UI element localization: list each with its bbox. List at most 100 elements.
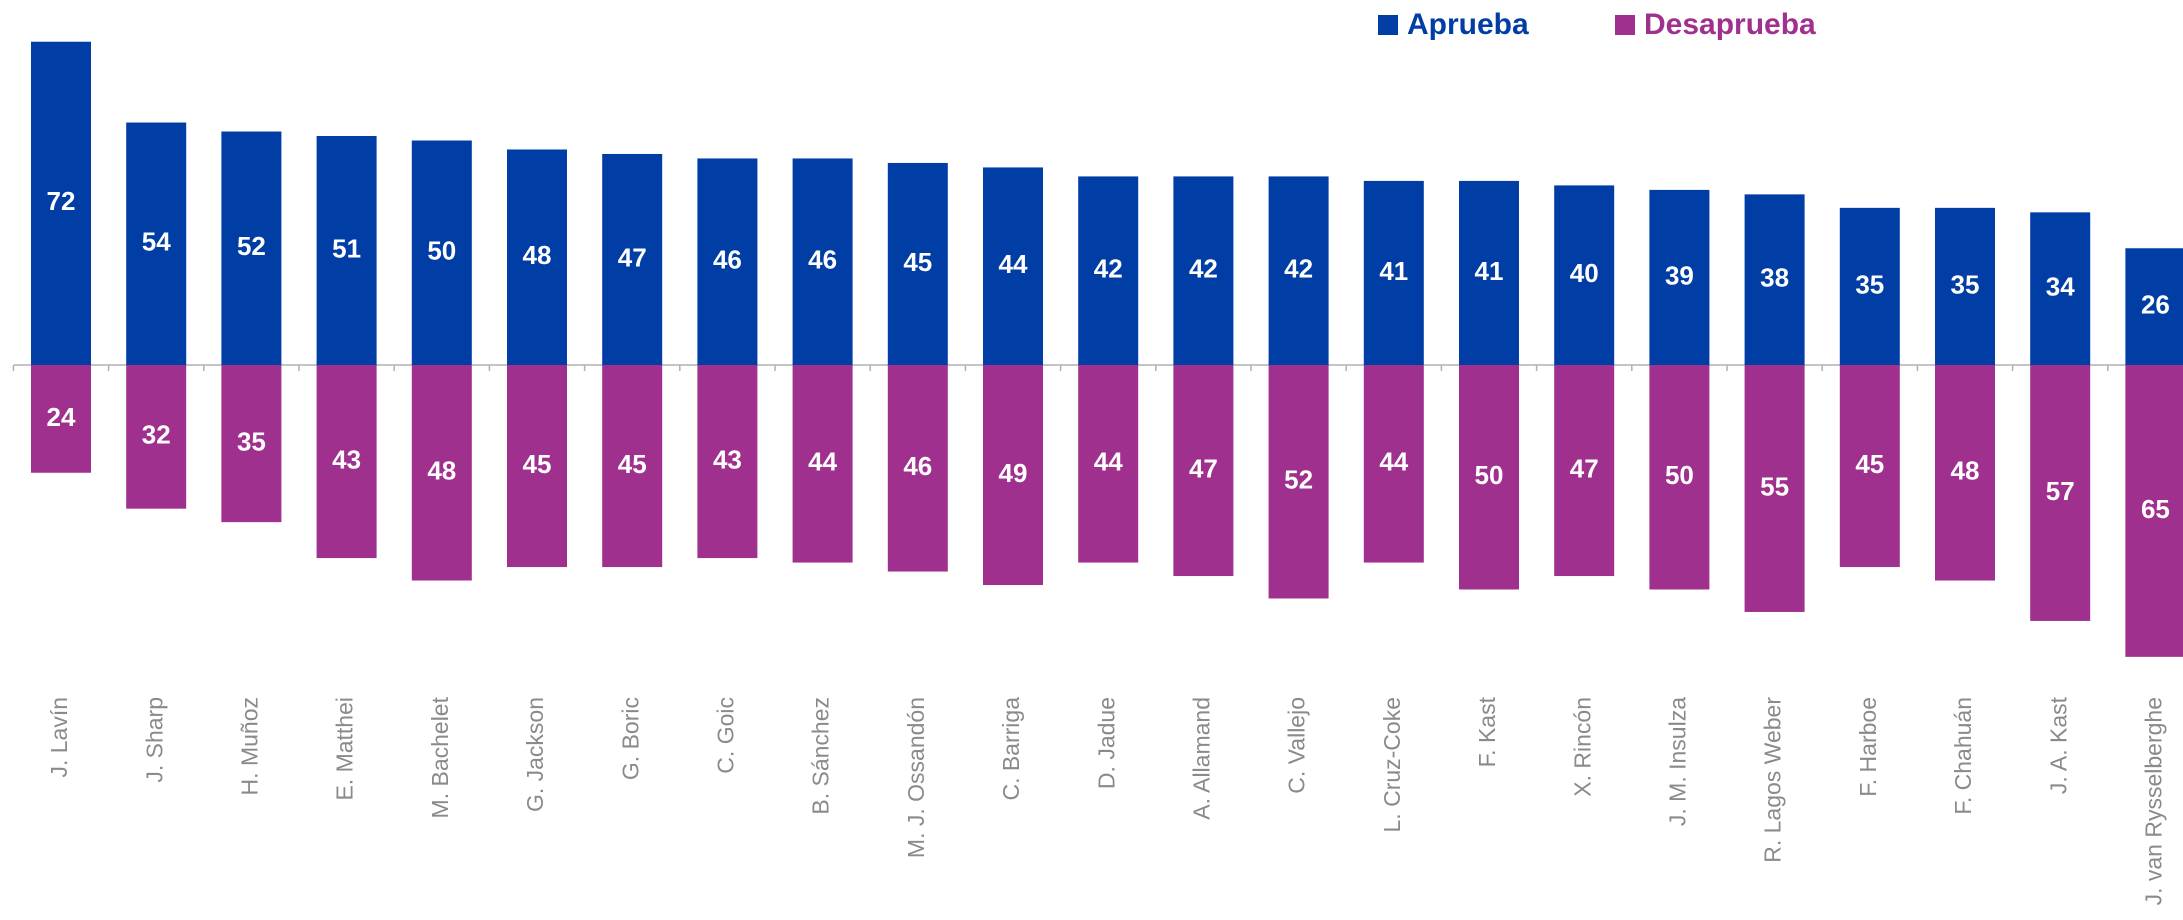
bar <box>1839 207 1900 365</box>
value-label: 35 <box>237 426 266 456</box>
value-label: 52 <box>1284 465 1313 495</box>
bar <box>1268 176 1329 365</box>
x-tick-label: J. A. Kast <box>2045 696 2071 794</box>
bar <box>1744 365 1805 612</box>
bar <box>887 365 948 572</box>
bar <box>2030 212 2091 365</box>
value-label: 65 <box>2141 494 2170 524</box>
value-label: 50 <box>1665 460 1694 490</box>
x-tick-label: C. Vallejo <box>1284 697 1310 794</box>
bar <box>221 365 282 523</box>
bar <box>1554 185 1615 365</box>
bar <box>792 158 853 365</box>
bar <box>792 365 853 563</box>
x-tick-label: E. Matthei <box>332 697 358 801</box>
bar <box>2125 248 2183 365</box>
x-tick-label: M. J. Ossandón <box>903 697 929 858</box>
value-label: 45 <box>903 247 932 277</box>
value-label: 47 <box>618 242 647 272</box>
value-label: 45 <box>618 449 647 479</box>
value-label: 34 <box>2046 272 2075 302</box>
x-tick-label: G. Jackson <box>522 697 548 812</box>
x-tick-label: F. Harboe <box>1855 697 1881 797</box>
value-label: 41 <box>1379 256 1408 286</box>
x-tick-label: B. Sánchez <box>808 697 834 815</box>
bar <box>1078 176 1139 365</box>
bar <box>126 122 187 365</box>
legend-label: Desaprueba <box>1644 8 1816 41</box>
value-label: 52 <box>237 231 266 261</box>
value-label: 44 <box>1094 447 1123 477</box>
value-label: 39 <box>1665 260 1694 290</box>
bar <box>507 149 567 365</box>
value-label: 35 <box>1855 269 1884 299</box>
x-tick-label: F. Chahuán <box>1950 697 1976 815</box>
bar <box>983 365 1043 586</box>
value-label: 40 <box>1570 258 1599 288</box>
bar <box>31 365 91 473</box>
value-label: 54 <box>142 227 171 257</box>
x-tick-label: X. Rincón <box>1569 697 1595 797</box>
bar <box>1078 365 1139 563</box>
legend-label: Aprueba <box>1407 8 1529 41</box>
legend-swatch <box>1378 15 1398 35</box>
value-label: 48 <box>427 456 456 486</box>
value-label: 46 <box>903 451 932 481</box>
value-label: 55 <box>1760 471 1789 501</box>
bar <box>2030 365 2091 621</box>
value-label: 44 <box>999 249 1028 279</box>
value-label: 32 <box>142 420 171 450</box>
value-label: 38 <box>1760 263 1789 293</box>
bar <box>697 158 758 365</box>
x-tick-label: J. van Rysselberghe <box>2140 697 2166 905</box>
bar <box>1839 365 1900 568</box>
bar <box>316 136 377 365</box>
bar <box>1173 365 1234 577</box>
value-label: 42 <box>1189 254 1218 284</box>
bar <box>1649 365 1710 590</box>
bar <box>1363 180 1424 365</box>
bar <box>221 131 282 365</box>
value-label: 24 <box>47 402 76 432</box>
x-tick-label: R. Lagos Weber <box>1760 697 1786 863</box>
value-label: 26 <box>2141 290 2170 320</box>
bar <box>411 140 472 365</box>
bar <box>602 153 663 365</box>
value-label: 41 <box>1475 256 1504 286</box>
bar <box>1173 176 1234 365</box>
x-tick-label: L. Cruz-Coke <box>1379 697 1405 832</box>
x-tick-label: C. Goic <box>712 697 738 774</box>
bar <box>887 162 948 365</box>
x-tick-label: C. Barriga <box>998 697 1024 801</box>
value-label: 43 <box>332 444 361 474</box>
value-label: 44 <box>1379 447 1408 477</box>
value-label: 57 <box>2046 476 2075 506</box>
bar <box>1649 189 1710 365</box>
x-tick-label: G. Boric <box>617 697 643 780</box>
bar <box>31 41 91 365</box>
value-label: 46 <box>808 245 837 275</box>
value-label: 45 <box>523 449 552 479</box>
bar <box>411 365 472 581</box>
value-label: 50 <box>427 236 456 266</box>
value-label: 47 <box>1570 453 1599 483</box>
bar <box>1744 194 1805 365</box>
x-tick-label: J. M. Insulza <box>1664 697 1690 826</box>
value-label: 50 <box>1475 460 1504 490</box>
value-label: 42 <box>1094 254 1123 284</box>
bar <box>2125 365 2183 657</box>
value-label: 49 <box>999 458 1028 488</box>
bar <box>602 365 663 568</box>
bar <box>1268 365 1329 599</box>
bar <box>697 365 758 559</box>
x-tick-label: F. Kast <box>1474 696 1500 767</box>
x-tick-label: D. Jadue <box>1093 697 1119 789</box>
value-label: 44 <box>808 447 837 477</box>
value-label: 48 <box>1951 456 1980 486</box>
bar <box>1935 207 1995 365</box>
value-label: 47 <box>1189 453 1218 483</box>
value-label: 35 <box>1951 269 1980 299</box>
value-label: 46 <box>713 245 742 275</box>
bar <box>1459 180 1519 365</box>
